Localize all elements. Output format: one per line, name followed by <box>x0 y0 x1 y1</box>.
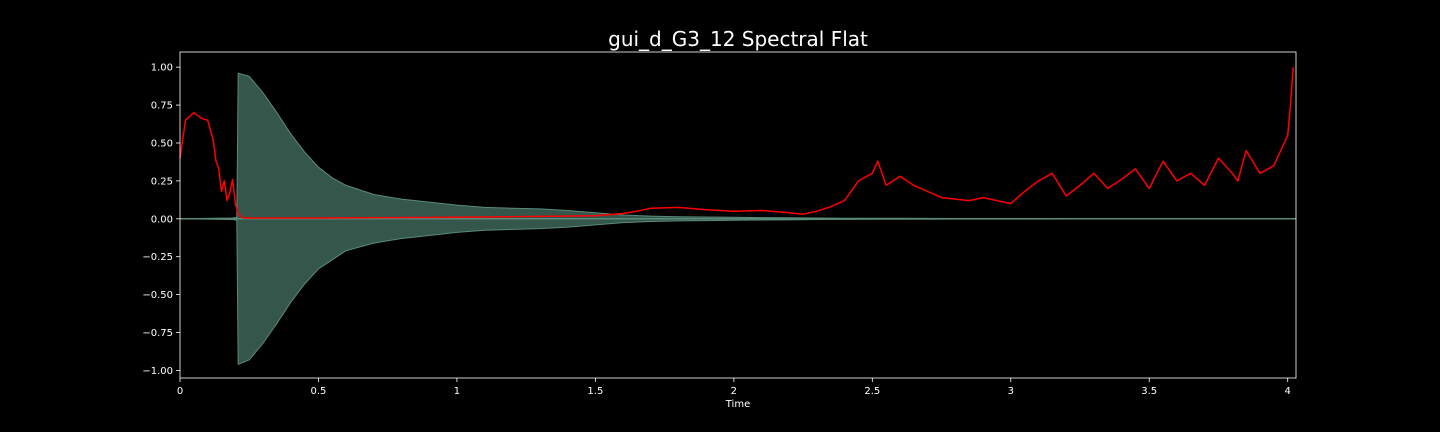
y-tick-label: 0.75 <box>151 101 173 112</box>
x-axis-label: Time <box>725 399 750 410</box>
y-tick-label: −0.50 <box>142 290 173 301</box>
y-tick-label: −1.00 <box>142 366 173 377</box>
y-tick-label: 0.00 <box>151 214 173 225</box>
x-tick-label: 1 <box>454 386 460 397</box>
y-tick-label: 1.00 <box>151 63 173 74</box>
x-tick-label: 2.5 <box>864 386 880 397</box>
y-tick-label: −0.75 <box>142 328 173 339</box>
x-tick-label: 0.5 <box>311 386 327 397</box>
x-tick-label: 3.5 <box>1141 386 1157 397</box>
plot-area <box>179 67 1297 366</box>
x-tick-label: 3 <box>1008 386 1014 397</box>
plot-frame <box>179 51 1297 379</box>
x-tick-label: 0 <box>177 386 183 397</box>
chart-title: gui_d_G3_12 Spectral Flat <box>608 27 868 51</box>
y-tick-label: −0.25 <box>142 252 173 263</box>
y-tick-label: 0.25 <box>151 176 173 187</box>
x-tick-label: 2 <box>731 386 737 397</box>
y-tick-label: 0.50 <box>151 138 173 149</box>
x-tick-label: 1.5 <box>587 386 603 397</box>
axes: 0 0.5 1 1.5 2 2.5 3 3.5 4 1.00 0.75 0.50 0.25 0.00 −0.… <box>142 51 1297 397</box>
x-tick-label: 4 <box>1285 386 1291 397</box>
spectral-flatness-series <box>179 67 1294 219</box>
